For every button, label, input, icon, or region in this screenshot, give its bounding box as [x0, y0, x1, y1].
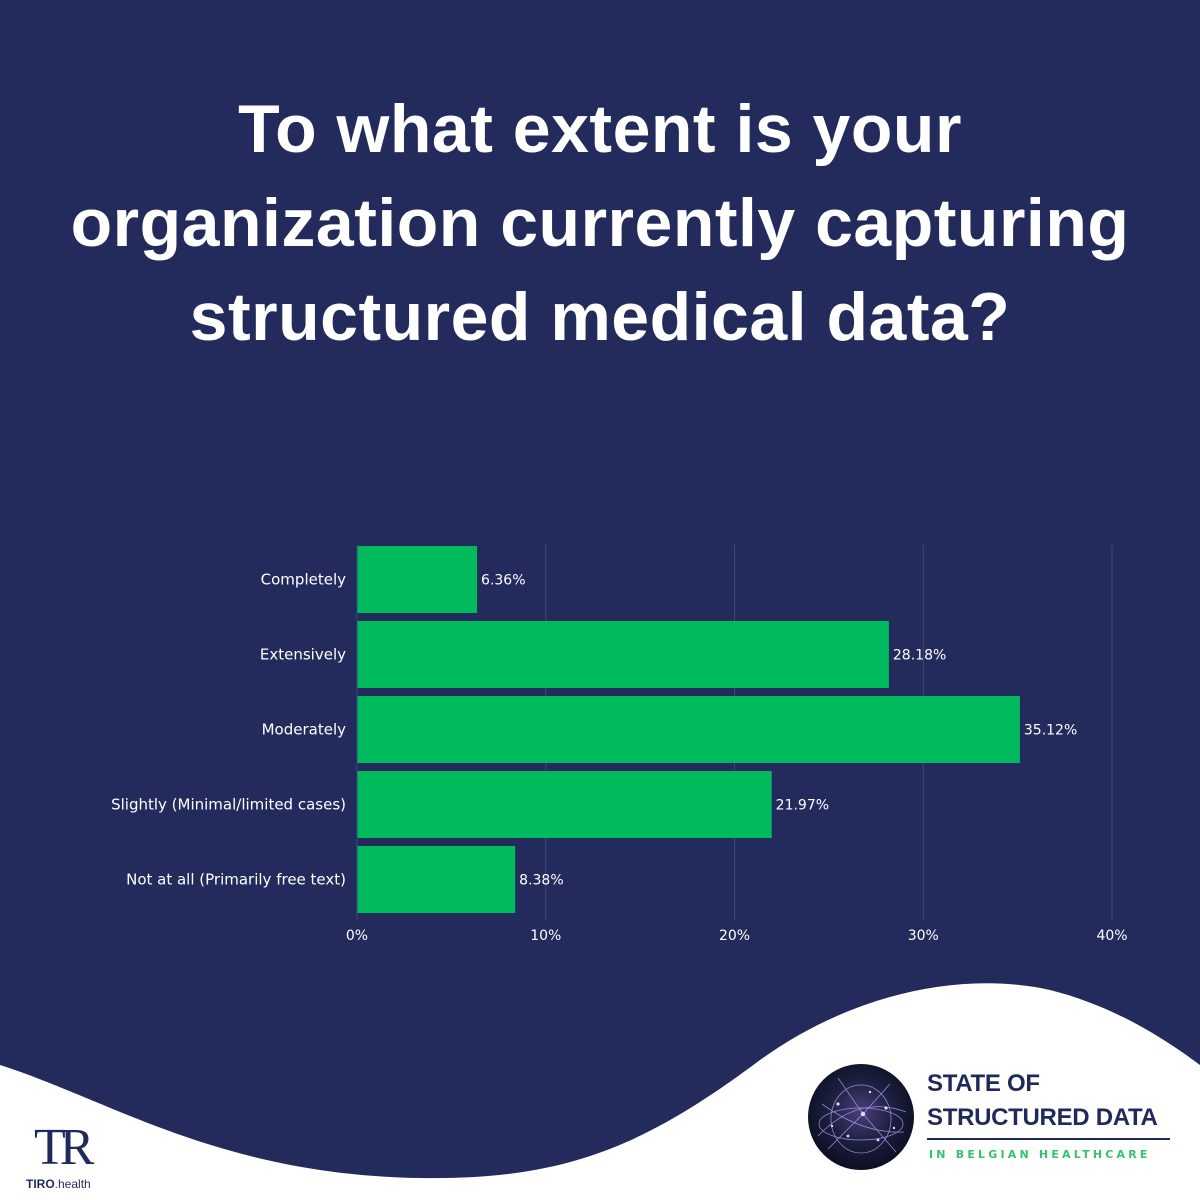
data-label: 8.38%	[519, 873, 563, 889]
x-tick-label: 20%	[719, 928, 750, 944]
data-label: 6.36%	[481, 573, 525, 589]
bar-chart: Completely Extensively Moderately Slightly …	[111, 545, 1128, 944]
bars	[357, 546, 1020, 913]
bar	[357, 621, 889, 688]
category-label: Not at all (Primarily free text)	[126, 871, 346, 889]
value-labels: 6.36% 28.18% 35.12% 21.97% 8.38%	[481, 573, 1077, 889]
report-subtitle: IN BELGIAN HEALTHCARE	[929, 1148, 1151, 1161]
x-tick-labels: 0% 10% 20% 30% 40%	[346, 928, 1128, 944]
x-tick-label: 40%	[1096, 928, 1127, 944]
bar	[357, 846, 516, 913]
x-tick-label: 10%	[530, 928, 561, 944]
bar	[357, 696, 1020, 763]
bar	[357, 771, 772, 838]
page-title: To what extent is your organization curr…	[70, 91, 1130, 355]
data-label: 28.18%	[893, 648, 946, 664]
category-label: Extensively	[260, 646, 346, 664]
category-label: Slightly (Minimal/limited cases)	[111, 796, 346, 814]
category-label: Moderately	[262, 721, 347, 739]
report-title-line1: STATE OF	[927, 1070, 1040, 1097]
company-name-main: TIRO	[26, 1177, 55, 1191]
tiro-logo-icon: TR	[34, 1119, 95, 1176]
x-tick-label: 0%	[346, 928, 368, 944]
category-labels: Completely Extensively Moderately Slightly …	[111, 571, 346, 889]
report-title-divider	[927, 1138, 1170, 1140]
data-label: 35.12%	[1024, 723, 1077, 739]
report-title-line2: STRUCTURED DATA	[927, 1104, 1158, 1131]
network-globe-icon	[808, 1064, 914, 1170]
x-tick-label: 30%	[908, 928, 939, 944]
data-label: 21.97%	[776, 798, 829, 814]
company-name-suffix: .health	[54, 1177, 91, 1191]
company-name: TIRO.health	[26, 1177, 91, 1191]
bar	[357, 546, 478, 613]
category-label: Completely	[261, 571, 346, 589]
